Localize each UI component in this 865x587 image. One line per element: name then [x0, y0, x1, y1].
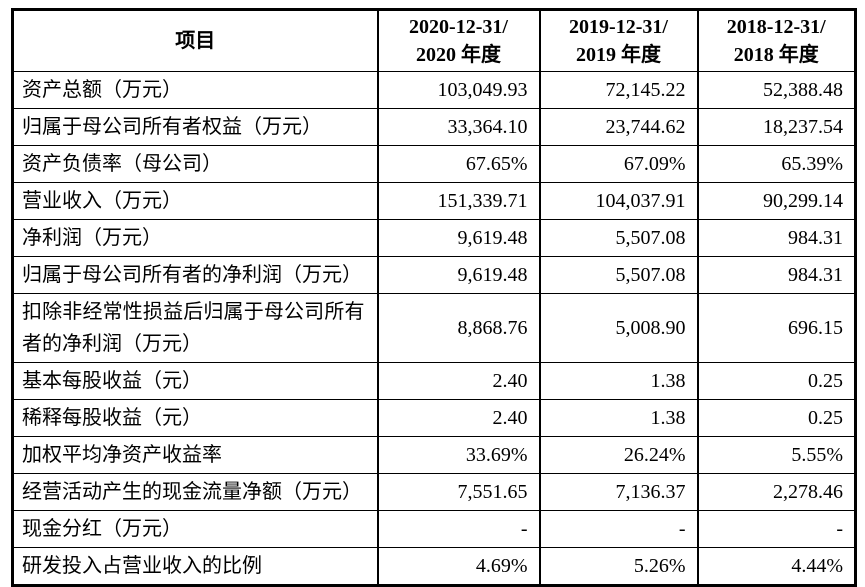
- table-row: 归属于母公司所有者的净利润（万元） 9,619.48 5,507.08 984.31: [11, 256, 857, 294]
- row-value-cell: 4.69%: [376, 547, 541, 586]
- table-row: 基本每股收益（元） 2.40 1.38 0.25: [11, 362, 857, 400]
- financial-summary-table-container: 项目 2020-12-31/ 2020 年度 2019-12-31/ 2019 …: [11, 8, 857, 587]
- row-value-cell: 2,278.46: [696, 473, 857, 511]
- row-value-cell: 5,507.08: [538, 256, 699, 294]
- table-row: 现金分红（万元） - - -: [11, 510, 857, 548]
- column-header-item: 项目: [11, 9, 379, 72]
- row-value-cell: -: [696, 510, 857, 548]
- row-item-label: 归属于母公司所有者的净利润（万元）: [11, 256, 379, 294]
- row-value-cell: 2.40: [376, 362, 541, 400]
- row-value-cell: 65.39%: [696, 145, 857, 183]
- column-header-period-2018: 2018-12-31/ 2018 年度: [696, 9, 857, 72]
- table-row: 扣除非经常性损益后归属于母公司所有者的净利润（万元） 8,868.76 5,008.…: [11, 293, 857, 363]
- row-item-label: 归属于母公司所有者权益（万元）: [11, 108, 379, 146]
- table-body: 资产总额（万元） 103,049.93 72,145.22 52,388.48 归属于母…: [11, 71, 857, 586]
- row-value-cell: 18,237.54: [696, 108, 857, 146]
- row-value-cell: 7,551.65: [376, 473, 541, 511]
- row-value-cell: 0.25: [696, 362, 857, 400]
- row-item-label: 稀释每股收益（元）: [11, 399, 379, 437]
- row-item-label: 加权平均净资产收益率: [11, 436, 379, 474]
- row-value-cell: 0.25: [696, 399, 857, 437]
- row-value-cell: 8,868.76: [376, 293, 541, 363]
- row-value-cell: 26.24%: [538, 436, 699, 474]
- row-value-cell: 9,619.48: [376, 219, 541, 257]
- column-header-period-2019: 2019-12-31/ 2019 年度: [538, 9, 699, 72]
- row-value-cell: 23,744.62: [538, 108, 699, 146]
- row-value-cell: 67.65%: [376, 145, 541, 183]
- period-year-line: 2019 年度: [576, 44, 661, 66]
- row-value-cell: 90,299.14: [696, 182, 857, 220]
- row-item-label: 营业收入（万元）: [11, 182, 379, 220]
- row-value-cell: 5.26%: [538, 547, 699, 586]
- financial-summary-table: 项目 2020-12-31/ 2020 年度 2019-12-31/ 2019 …: [11, 8, 857, 587]
- row-value-cell: 1.38: [538, 362, 699, 400]
- table-header: 项目 2020-12-31/ 2020 年度 2019-12-31/ 2019 …: [11, 9, 857, 72]
- period-year-line: 2020 年度: [416, 44, 501, 66]
- row-value-cell: 984.31: [696, 219, 857, 257]
- table-row: 研发投入占营业收入的比例 4.69% 5.26% 4.44%: [11, 547, 857, 586]
- row-value-cell: -: [376, 510, 541, 548]
- table-row: 资产总额（万元） 103,049.93 72,145.22 52,388.48: [11, 71, 857, 109]
- row-value-cell: 7,136.37: [538, 473, 699, 511]
- period-year-line: 2018 年度: [733, 44, 819, 66]
- row-value-cell: 72,145.22: [538, 71, 699, 109]
- table-row: 资产负债率（母公司） 67.65% 67.09% 65.39%: [11, 145, 857, 183]
- row-item-label: 经营活动产生的现金流量净额（万元）: [11, 473, 379, 511]
- column-header-item-label: 项目: [175, 30, 216, 52]
- row-item-label: 净利润（万元）: [11, 219, 379, 257]
- row-value-cell: 33.69%: [376, 436, 541, 474]
- row-value-cell: 104,037.91: [538, 182, 699, 220]
- row-value-cell: 4.44%: [696, 547, 857, 586]
- row-value-cell: 52,388.48: [696, 71, 857, 109]
- table-row: 加权平均净资产收益率 33.69% 26.24% 5.55%: [11, 436, 857, 474]
- table-row: 净利润（万元） 9,619.48 5,507.08 984.31: [11, 219, 857, 257]
- row-item-label: 资产总额（万元）: [11, 71, 379, 109]
- row-value-cell: 1.38: [538, 399, 699, 437]
- row-item-label: 基本每股收益（元）: [11, 362, 379, 400]
- table-header-row: 项目 2020-12-31/ 2020 年度 2019-12-31/ 2019 …: [11, 9, 857, 72]
- row-value-cell: -: [538, 510, 699, 548]
- row-value-cell: 9,619.48: [376, 256, 541, 294]
- table-row: 归属于母公司所有者权益（万元） 33,364.10 23,744.62 18,237.…: [11, 108, 857, 146]
- row-value-cell: 5.55%: [696, 436, 857, 474]
- row-value-cell: 103,049.93: [376, 71, 541, 109]
- table-row: 稀释每股收益（元） 2.40 1.38 0.25: [11, 399, 857, 437]
- row-value-cell: 67.09%: [538, 145, 699, 183]
- column-header-period-2020: 2020-12-31/ 2020 年度: [376, 9, 541, 72]
- row-value-cell: 984.31: [696, 256, 857, 294]
- table-row: 营业收入（万元） 151,339.71 104,037.91 90,299.14: [11, 182, 857, 220]
- period-date-line: 2019-12-31/: [569, 16, 668, 38]
- row-value-cell: 33,364.10: [376, 108, 541, 146]
- row-item-label: 研发投入占营业收入的比例: [11, 547, 379, 586]
- row-value-cell: 5,507.08: [538, 219, 699, 257]
- row-item-label: 扣除非经常性损益后归属于母公司所有者的净利润（万元）: [11, 293, 379, 363]
- table-row: 经营活动产生的现金流量净额（万元） 7,551.65 7,136.37 2,278.4…: [11, 473, 857, 511]
- period-date-line: 2018-12-31/: [726, 16, 826, 38]
- period-date-line: 2020-12-31/: [409, 16, 508, 38]
- row-item-label: 现金分红（万元）: [11, 510, 379, 548]
- row-value-cell: 2.40: [376, 399, 541, 437]
- row-item-label: 资产负债率（母公司）: [11, 145, 379, 183]
- row-value-cell: 696.15: [696, 293, 857, 363]
- row-value-cell: 5,008.90: [538, 293, 699, 363]
- row-value-cell: 151,339.71: [376, 182, 541, 220]
